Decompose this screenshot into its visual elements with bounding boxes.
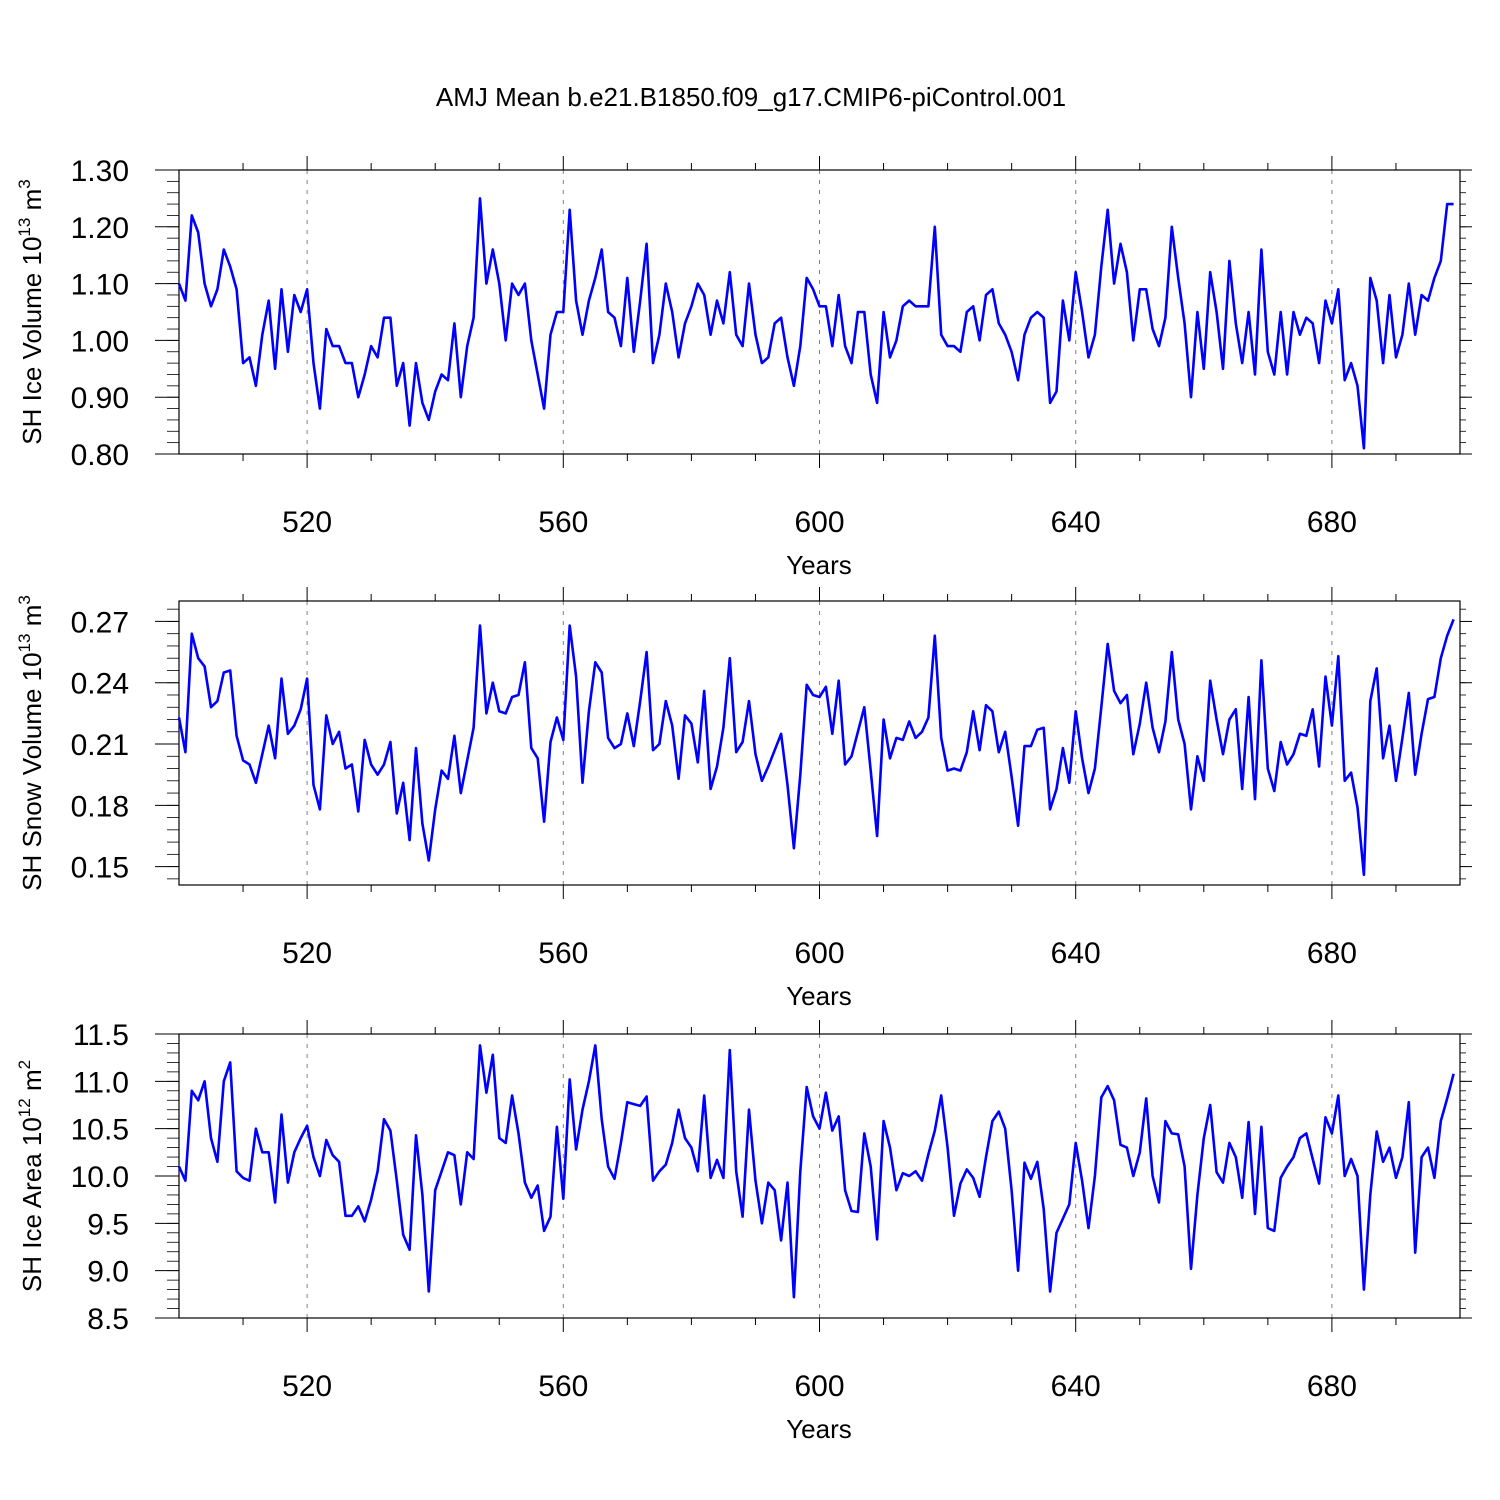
y-tick-label: 0.80 [71,439,129,472]
panels: 520 560 600 640 680 Years 0.80 0.90 1.00 1.10 1.20… [15,155,1472,1444]
y-tick-label: 11.5 [73,1019,129,1052]
sh-ice-area-panel: 520 560 600 640 680 Years 8.5 9.0 9.5 10.0 10.5 11.… [15,1019,1472,1444]
y-tick-label: 0.18 [71,790,129,823]
sh-snow-volume-panel: 520 560 600 640 680 Years 0.15 0.18 0.21 0.24 0.27… [15,587,1472,1011]
y-tick-label: 9.5 [87,1208,129,1241]
x-tick-label: 560 [538,506,588,539]
x-tick-label: 600 [794,1370,844,1403]
x-tick-label: 520 [282,937,332,970]
y-tick-label: 0.21 [71,729,129,762]
x-axis-label: Years [786,550,852,580]
sh-snow-volume-series-line [177,618,1455,877]
y-tick-label: 11.0 [73,1066,129,1099]
y-tick-label: 0.24 [71,668,129,701]
y-tick-label: 10.0 [71,1161,129,1194]
x-tick-label: 640 [1051,937,1101,970]
y-tick-label: 10.5 [71,1114,129,1147]
x-tick-label: 520 [282,506,332,539]
y-tick-label: 9.0 [87,1256,129,1289]
y-tick-label: 8.5 [87,1303,129,1336]
x-tick-label: 600 [794,506,844,539]
x-tick-label: 560 [538,937,588,970]
y-tick-label: 1.10 [71,269,129,302]
y-tick-label: 1.20 [71,212,129,245]
x-axis-label: Years [786,981,852,1011]
sh-ice-volume-panel: 520 560 600 640 680 Years 0.80 0.90 1.00 1.10 1.20… [15,155,1472,580]
y-tick-label: 0.90 [71,382,129,415]
y-tick-label: 0.15 [71,852,129,885]
y-axis-label: SH Snow Volume 1013 m3 [15,595,47,891]
y-axis-label: SH Ice Area 1012 m2 [15,1060,47,1292]
x-tick-label: 680 [1307,506,1357,539]
x-tick-label: 680 [1307,1370,1357,1403]
y-tick-label: 1.00 [71,325,129,358]
x-tick-label: 560 [538,1370,588,1403]
figure-title: AMJ Mean b.e21.B1850.f09_g17.CMIP6-piCon… [436,82,1066,112]
y-tick-label: 1.30 [71,155,129,188]
sh-ice-volume-series-line [177,197,1454,450]
sh-ice-area-series-line [177,1044,1455,1299]
y-tick-label: 0.27 [71,606,129,639]
x-tick-label: 640 [1051,1370,1101,1403]
x-axis-label: Years [786,1414,852,1444]
y-axis-label: SH Ice Volume 1013 m3 [15,179,47,444]
x-tick-label: 680 [1307,937,1357,970]
x-tick-label: 520 [282,1370,332,1403]
x-tick-label: 600 [794,937,844,970]
x-tick-label: 640 [1051,506,1101,539]
